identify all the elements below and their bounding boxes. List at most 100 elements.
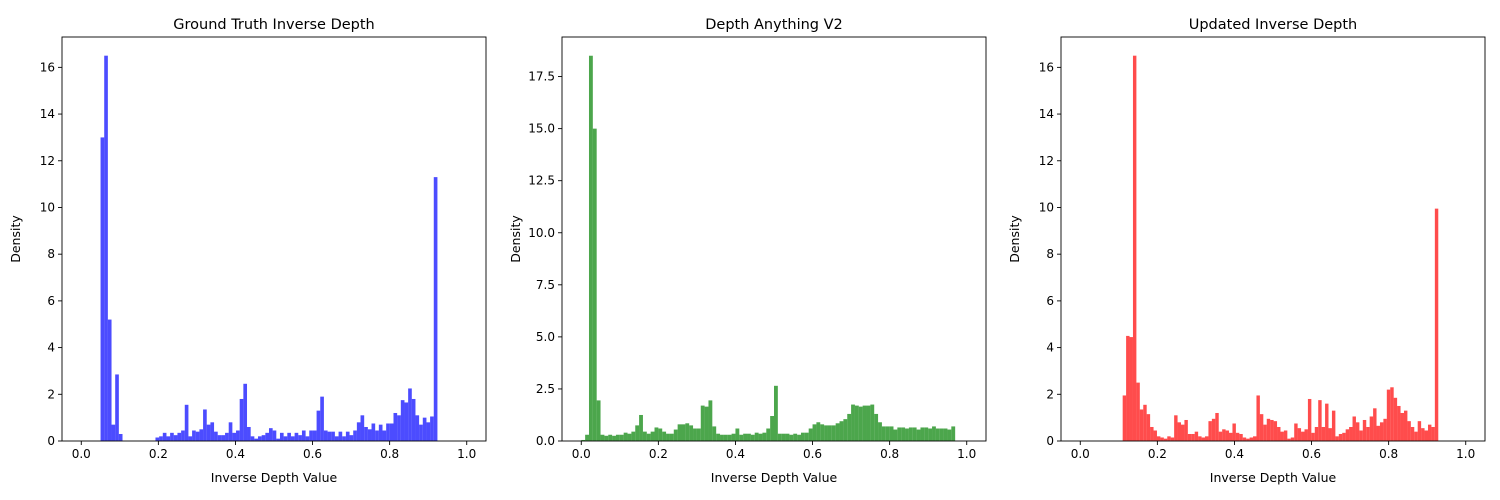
histogram-bar (1170, 437, 1175, 441)
histogram-bar (1383, 418, 1387, 441)
histogram-bar (1249, 437, 1254, 441)
chart-title: Ground Truth Inverse Depth (173, 17, 375, 33)
histogram-bar (1434, 208, 1439, 441)
histogram-bar (1208, 421, 1212, 441)
histogram-bar (301, 430, 306, 441)
histogram-bar (943, 428, 948, 441)
plot-frame (561, 36, 987, 442)
histogram-bar (793, 433, 798, 441)
plot-frame (61, 36, 487, 442)
histogram-bar (188, 436, 193, 441)
x-axis-label: Inverse Depth Value (711, 470, 838, 485)
histogram-bar (1126, 335, 1130, 441)
histogram-bar (874, 413, 879, 441)
histogram-bar (696, 428, 701, 441)
y-tick-label: 4 (47, 341, 55, 355)
x-tick-label: 0.0 (72, 447, 91, 461)
histogram-bar (681, 424, 686, 441)
histogram-bar (1369, 416, 1374, 441)
histogram-bar (870, 404, 875, 441)
histogram-bar (155, 437, 160, 441)
histogram-bar (1280, 431, 1284, 441)
histogram-bar (1407, 421, 1411, 441)
histogram-bar (118, 433, 123, 441)
histogram-bar (1277, 426, 1281, 441)
histogram-bar (1246, 438, 1250, 441)
histogram-bar (375, 430, 379, 441)
y-tick-label: 8 (1046, 247, 1054, 261)
histogram-bar (908, 427, 913, 441)
histogram-bar (816, 422, 821, 441)
histogram-bar (1256, 395, 1260, 441)
histogram-bar (323, 430, 328, 441)
histogram-bar (1400, 412, 1404, 441)
histogram-bar (862, 405, 867, 441)
x-axis-label: Inverse Depth Value (1210, 470, 1337, 485)
histogram-bar (236, 430, 240, 441)
y-tick-label: 14 (40, 107, 55, 121)
histogram-bar (298, 435, 302, 441)
histogram-bar (276, 438, 280, 441)
histogram-bar (785, 433, 790, 441)
histogram-bar (397, 415, 401, 441)
histogram-bar (199, 429, 204, 441)
histogram-bar (1201, 437, 1206, 441)
histogram-bar (268, 428, 273, 441)
histogram-bar (342, 436, 346, 441)
histogram-bar (404, 402, 409, 441)
histogram-bar (294, 432, 299, 441)
histogram-bar (1232, 423, 1236, 441)
x-tick-label: 0.4 (726, 447, 745, 461)
histogram-bar (693, 428, 697, 441)
histogram-bar (419, 424, 423, 441)
histogram-bar (615, 434, 620, 441)
histogram-bar (750, 434, 755, 441)
histogram-bar (254, 438, 258, 441)
histogram-bar (889, 426, 894, 441)
histogram-bar (1304, 429, 1308, 441)
histogram-bar (1160, 437, 1164, 441)
histogram-bar (228, 422, 233, 441)
y-tick-label: 12 (40, 154, 55, 168)
histogram-bar (905, 428, 909, 441)
histogram-bar (1273, 421, 1278, 441)
histogram-bar (247, 426, 251, 441)
y-axis-label: Density (508, 215, 523, 263)
histogram-bar (1153, 430, 1157, 441)
histogram-bar (712, 426, 717, 441)
histogram-bar (839, 421, 844, 441)
histogram-bar (1177, 422, 1181, 441)
x-tick-label: 0.6 (303, 447, 322, 461)
updated-inverse-depth-histogram: 0.0 0.2 0.4 0.6 0.8 1.0 0 2 4 6 8 10 12 14 16 Updated I… (1007, 17, 1486, 485)
histogram-bar (258, 436, 262, 441)
histogram-bar (1211, 418, 1216, 441)
histogram-bar (739, 434, 744, 441)
histogram-bar (1297, 428, 1302, 441)
histogram-bar (851, 404, 855, 441)
histogram-bar (217, 435, 222, 441)
histogram-bar (1321, 426, 1326, 441)
histogram-bar (1349, 426, 1353, 441)
histogram-bar (1421, 428, 1425, 441)
histogram-bar (797, 434, 801, 441)
histogram-bar (596, 400, 601, 441)
chart-title: Depth Anything V2 (705, 17, 843, 33)
histogram-bar (162, 432, 167, 441)
histogram-bar (762, 432, 767, 441)
histogram-bar (1225, 430, 1230, 441)
y-tick-label: 17.5 (528, 70, 555, 84)
histogram-bar (1156, 436, 1161, 441)
histogram-bar (353, 430, 357, 441)
histogram-bar (1259, 414, 1264, 441)
histogram-bar (608, 434, 613, 441)
histogram-bar (1191, 433, 1195, 441)
x-tick-label: 0.8 (1379, 447, 1398, 461)
y-tick-label: 12 (1039, 154, 1054, 168)
histogram-bar (1143, 404, 1147, 441)
histogram-bar (878, 422, 882, 441)
histogram-bar (777, 433, 782, 441)
ground-truth-histogram: 0.0 0.2 0.4 0.6 0.8 1.0 0 2 4 6 8 10 12 14 16 Ground Tr… (8, 17, 487, 485)
histogram-bar (951, 426, 956, 441)
histogram-bar (345, 431, 350, 441)
